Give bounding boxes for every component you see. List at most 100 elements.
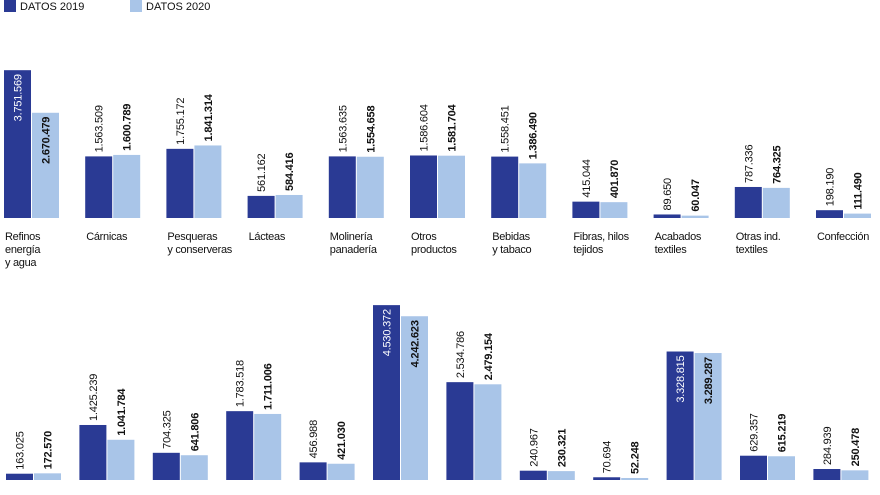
data-label: 1.041.784 xyxy=(116,388,128,436)
bar-2019 xyxy=(734,186,762,218)
data-label: 1.554.658 xyxy=(365,106,377,153)
bar-2019 xyxy=(740,455,767,480)
data-label: 1.563.509 xyxy=(94,105,106,152)
data-label: 1.600.789 xyxy=(122,104,134,151)
data-label: 163.025 xyxy=(15,431,27,469)
data-label: 1.586.604 xyxy=(419,104,431,151)
bar-2020 xyxy=(113,154,141,218)
bar-2020 xyxy=(681,215,709,218)
data-label: 2.670.479 xyxy=(41,117,53,164)
category-label: Molinería xyxy=(330,231,374,243)
data-label: 60.047 xyxy=(690,179,702,212)
category-label: Fibras, hilos xyxy=(573,231,629,243)
bar-2019 xyxy=(491,156,519,218)
data-label: 1.386.490 xyxy=(528,112,540,159)
category-label: Confección xyxy=(817,231,869,243)
bar-2019 xyxy=(247,195,275,218)
bar-2020 xyxy=(547,471,575,480)
data-label: 2.479.154 xyxy=(483,332,495,380)
bar-2019 xyxy=(816,210,843,218)
bar-2019 xyxy=(446,382,474,480)
data-label: 615.219 xyxy=(777,414,789,452)
data-label: 641.806 xyxy=(189,413,201,451)
bar-2020 xyxy=(401,316,428,480)
category-label: y agua xyxy=(5,257,37,269)
bar-2020 xyxy=(768,456,795,480)
data-label: 456.988 xyxy=(308,420,320,458)
bar-2020 xyxy=(194,145,222,218)
category-label: Acabados xyxy=(655,231,702,243)
legend-swatch-2019 xyxy=(4,0,16,12)
category-label: Bebidas xyxy=(492,231,530,243)
data-label: 1.558.451 xyxy=(500,105,512,152)
legend: DATOS 2019 DATOS 2020 xyxy=(4,0,210,13)
bar-2019 xyxy=(666,351,694,480)
data-label: 250.478 xyxy=(850,428,862,466)
bar-2020 xyxy=(275,194,303,218)
data-label: 1.841.314 xyxy=(203,93,215,141)
category-label: Cárnicas xyxy=(86,231,128,243)
bar-2020 xyxy=(356,156,384,218)
data-label: 584.416 xyxy=(284,153,296,191)
data-label: 2.534.786 xyxy=(455,331,467,378)
category-label: y tabaco xyxy=(492,244,531,256)
category-label: textiles xyxy=(655,244,688,256)
data-label: 1.783.518 xyxy=(235,360,247,407)
bar-2019 xyxy=(226,411,254,480)
bar-2020 xyxy=(254,413,282,480)
bar-2020 xyxy=(694,353,722,480)
bar-2019 xyxy=(572,201,600,218)
bar-2019 xyxy=(373,305,400,480)
category-label: productos xyxy=(411,244,457,256)
data-label: 561.162 xyxy=(256,153,268,191)
data-label: 284.939 xyxy=(822,427,834,465)
data-label: 230.321 xyxy=(556,429,568,467)
data-label: 1.563.635 xyxy=(337,105,349,152)
bar-2020 xyxy=(762,187,790,218)
data-label: 3.328.815 xyxy=(675,355,687,402)
legend-swatch-2020 xyxy=(130,0,142,12)
data-label: 1.755.172 xyxy=(175,98,187,145)
data-label: 4.242.623 xyxy=(410,320,422,367)
bar-2019 xyxy=(813,469,841,480)
category-label: Otras ind. xyxy=(736,231,781,243)
legend-label-2020: DATOS 2020 xyxy=(146,1,210,13)
bar-2020 xyxy=(34,473,61,480)
data-label: 1.581.704 xyxy=(447,103,459,151)
data-label: 198.190 xyxy=(825,168,837,206)
bar-2019 xyxy=(166,148,194,218)
bar-2019 xyxy=(410,155,437,218)
category-label: tejidos xyxy=(573,244,603,256)
bar-2019 xyxy=(85,156,113,218)
bar-2020 xyxy=(438,155,465,218)
bar-2019 xyxy=(6,473,33,480)
category-label: Otros xyxy=(411,231,437,243)
data-label: 52.248 xyxy=(630,441,642,474)
data-label: 3.289.287 xyxy=(703,357,715,404)
bar-2020 xyxy=(327,463,355,480)
bar-2020 xyxy=(841,470,869,480)
category-label: energía xyxy=(5,244,41,256)
data-label: 172.570 xyxy=(43,431,55,469)
data-label: 764.325 xyxy=(771,145,783,183)
bar-2019 xyxy=(328,156,356,218)
legend-label-2019: DATOS 2019 xyxy=(20,1,84,13)
category-label: Lácteas xyxy=(249,231,286,243)
bar-2020 xyxy=(519,163,547,218)
data-label: 111.490 xyxy=(853,172,865,209)
data-label: 3.751.569 xyxy=(13,74,25,121)
bar-2019 xyxy=(519,470,547,480)
data-label: 421.030 xyxy=(336,421,348,459)
bar-2020 xyxy=(621,477,649,480)
bar-2020 xyxy=(107,439,135,480)
bar-2020 xyxy=(474,384,502,480)
bar-2020 xyxy=(844,213,871,218)
category-label: Refinos xyxy=(5,231,41,243)
category-label: y conserveras xyxy=(167,244,232,256)
category-label: panadería xyxy=(330,244,378,256)
bar-2019 xyxy=(79,424,107,480)
data-label: 787.336 xyxy=(743,145,755,183)
data-label: 70.694 xyxy=(602,441,614,474)
bar-2020 xyxy=(600,202,628,218)
